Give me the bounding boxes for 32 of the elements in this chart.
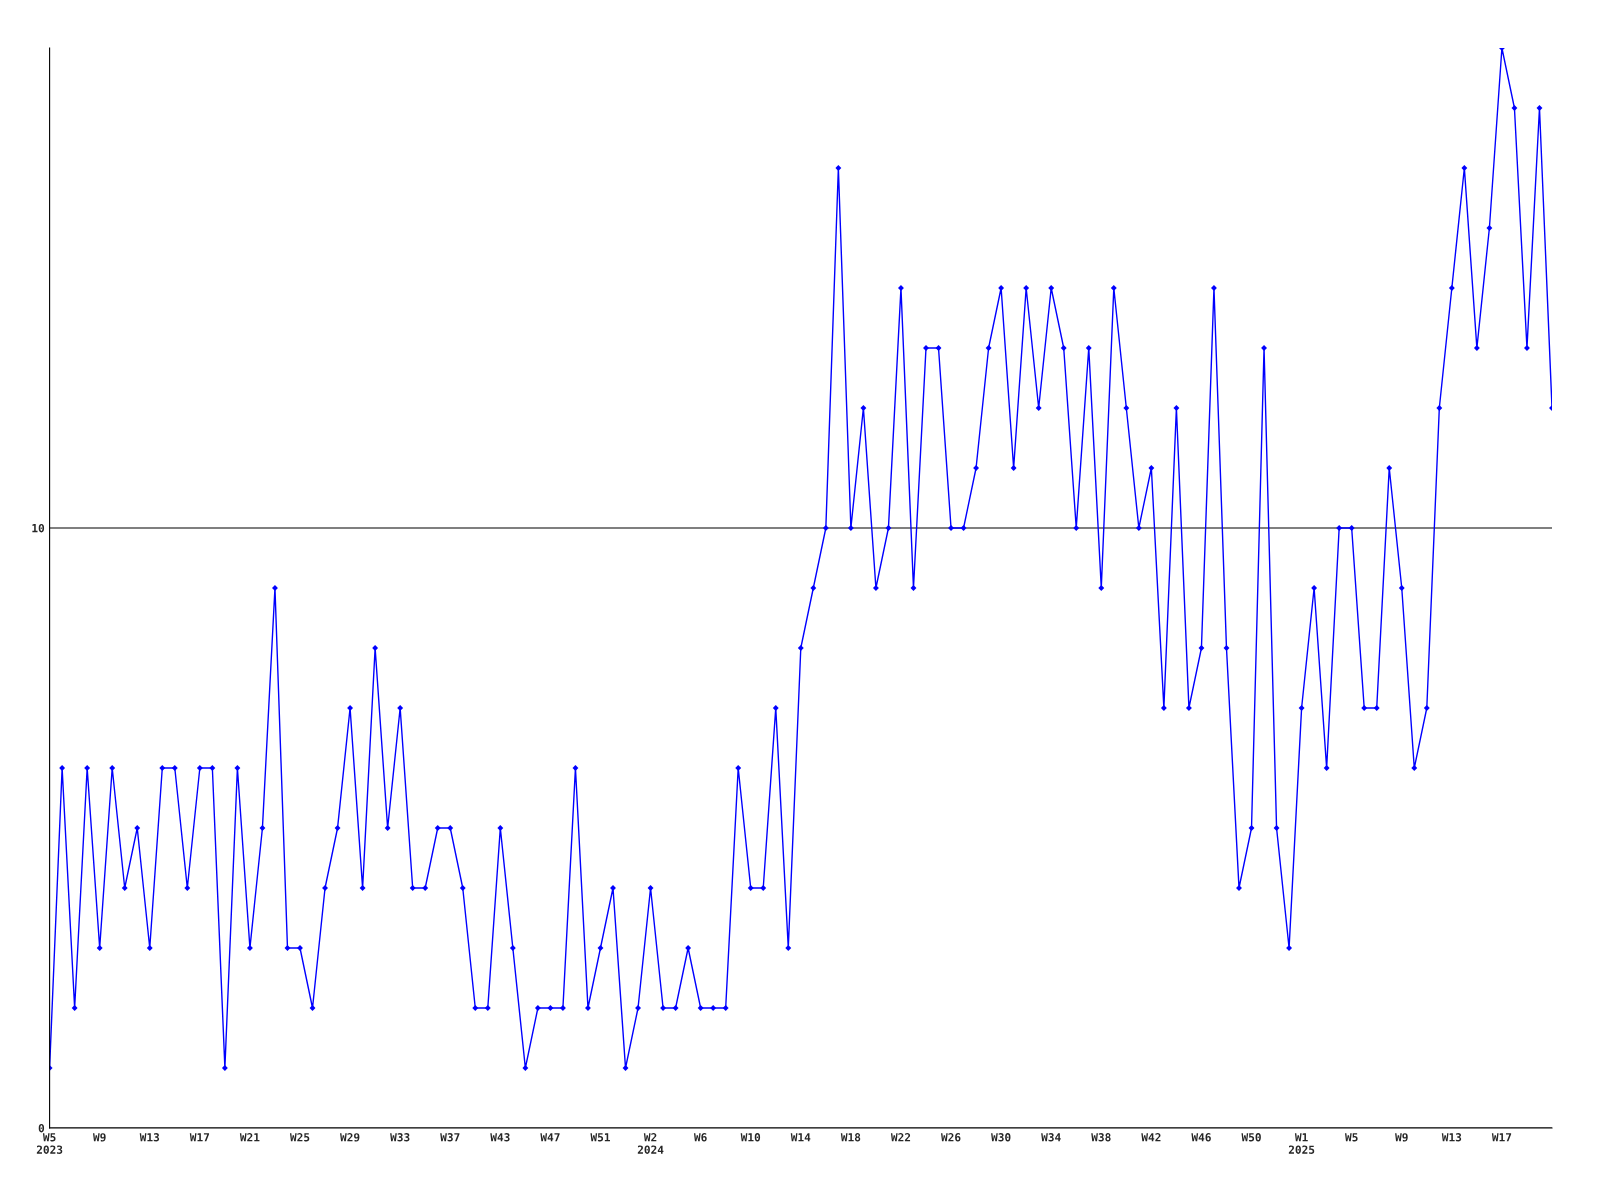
x-tick-label: W51: [590, 1133, 610, 1142]
x-tick-label: W34: [1041, 1133, 1061, 1142]
x-tick-label: W5: [1344, 1133, 1358, 1142]
y-tick-label: 0: [38, 1123, 45, 1133]
x-tick-label: W46: [1191, 1133, 1211, 1142]
x-tick-label: W33: [390, 1133, 410, 1142]
x-tick-label: W42: [1141, 1133, 1161, 1142]
x-tick-label: W17: [1491, 1133, 1512, 1142]
y-tick-label: 10: [32, 523, 45, 533]
x-tick-label: W50: [1241, 1133, 1261, 1142]
x-tick-label: W13: [1441, 1133, 1462, 1142]
x-tick-label: W2 2024: [637, 1133, 664, 1154]
x-tick-label: W47: [540, 1133, 560, 1142]
x-tick-label: W30: [991, 1133, 1011, 1142]
x-tick-label: W38: [1091, 1133, 1111, 1142]
x-tick-label: W29: [340, 1133, 360, 1142]
x-tick-label: W25: [289, 1133, 310, 1142]
x-tick-label: W9: [92, 1133, 106, 1142]
x-tick-label: W5 2023: [36, 1133, 63, 1154]
x-tick-label: W10: [740, 1133, 761, 1142]
x-tick-label: W26: [941, 1133, 961, 1142]
x-tick-label: W6: [693, 1133, 707, 1142]
x-tick-label: W37: [440, 1133, 460, 1142]
x-tick-label: W22: [890, 1133, 911, 1142]
x-tick-label: W21: [239, 1133, 260, 1142]
x-tick-label: W14: [790, 1133, 811, 1142]
x-tick-label: W18: [840, 1133, 861, 1142]
x-tick-label: W13: [139, 1133, 160, 1142]
x-tick-label: W9: [1395, 1133, 1408, 1142]
x-tick-label: W43: [490, 1133, 510, 1142]
x-tick-label: W1 2025: [1288, 1133, 1315, 1154]
x-tick-label: W17: [189, 1133, 210, 1142]
